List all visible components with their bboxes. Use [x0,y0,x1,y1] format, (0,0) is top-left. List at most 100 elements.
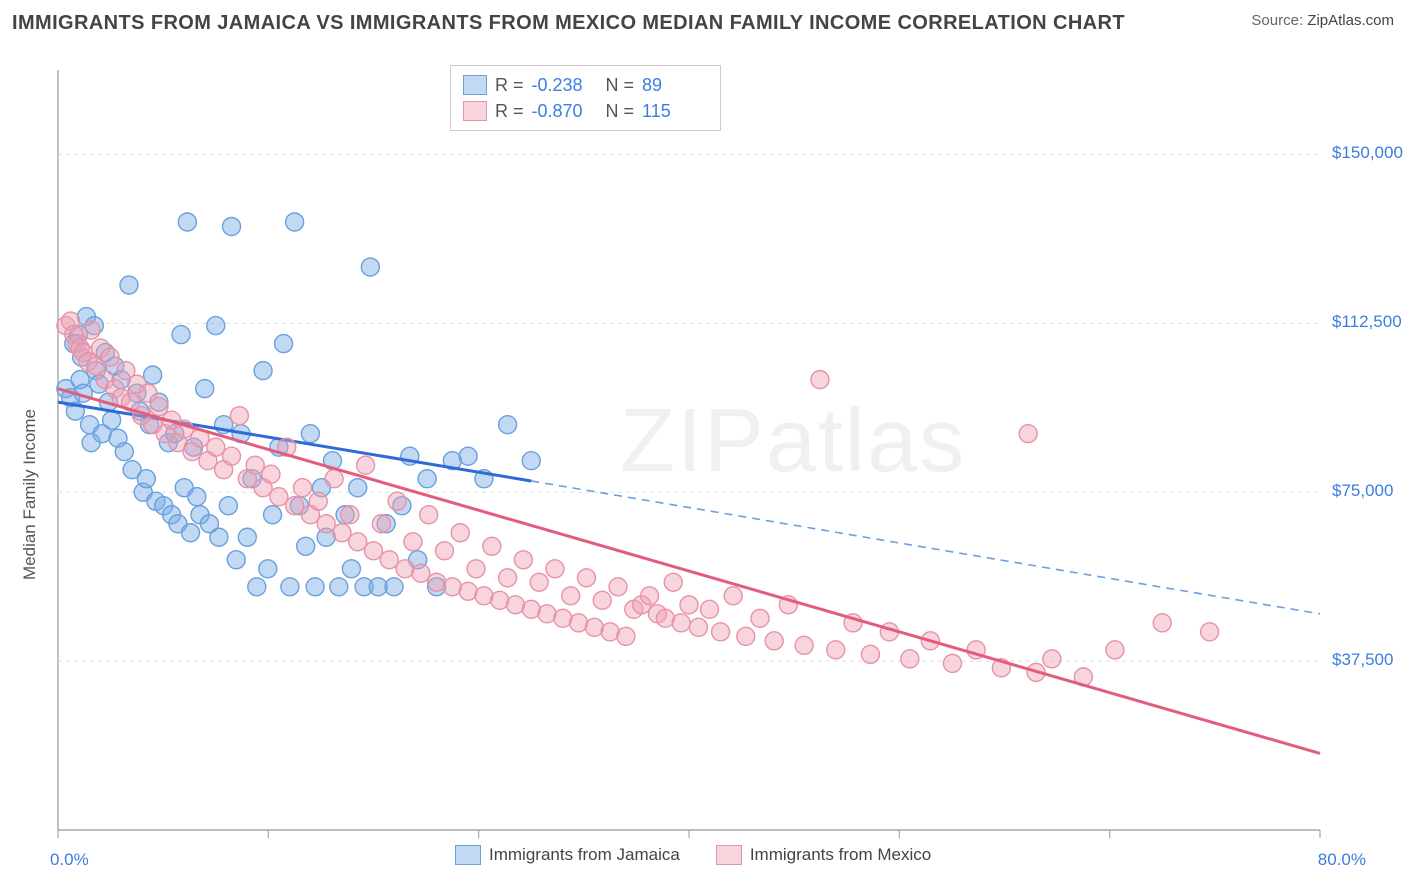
mexico-point [795,636,813,654]
mexico-swatch-icon [716,845,742,865]
mexico-point [435,542,453,560]
jamaica-point [172,326,190,344]
mexico-point [724,587,742,605]
jamaica-point [210,528,228,546]
x-axis-min-label: 0.0% [50,850,89,870]
mexico-point [712,623,730,641]
jamaica-point [330,578,348,596]
x-axis-max-label: 80.0% [1318,850,1366,870]
mexico-point [514,551,532,569]
jamaica-point [522,452,540,470]
mexico-point [246,456,264,474]
mexico-point [82,321,100,339]
mexico-point [664,573,682,591]
mexico-point [341,506,359,524]
jamaica-swatch-icon [455,845,481,865]
jamaica-point [103,411,121,429]
mexico-point [641,587,659,605]
n-value: 89 [642,72,708,98]
jamaica-point [120,276,138,294]
mexico-point [412,564,430,582]
y-tick-label: $75,000 [1332,481,1393,501]
mexico-swatch-icon [463,101,487,121]
mexico-point [317,515,335,533]
source-label: Source: [1251,12,1307,29]
jamaica-point [115,443,133,461]
bottom-legend: Immigrants from JamaicaImmigrants from M… [455,845,931,865]
jamaica-point [188,488,206,506]
jamaica-point [182,524,200,542]
jamaica-point [259,560,277,578]
jamaica-point [349,479,367,497]
stat-row-mexico: R =-0.870N =115 [463,98,708,124]
source: Source: ZipAtlas.com [1251,12,1394,29]
mexico-point [270,488,288,506]
scatter-chart-svg [0,50,1406,892]
mexico-point [309,492,327,510]
mexico-point [737,627,755,645]
jamaica-point [207,317,225,335]
n-value: 115 [642,98,708,124]
mexico-point [593,591,611,609]
mexico-point [861,645,879,663]
r-label: R = [495,72,524,98]
mexico-point [380,551,398,569]
n-label: N = [606,72,635,98]
mexico-point [577,569,595,587]
jamaica-point [342,560,360,578]
mexico-point [1201,623,1219,641]
mexico-regression-line [58,389,1320,754]
r-label: R = [495,98,524,124]
jamaica-point [178,213,196,231]
mexico-point [357,456,375,474]
stats-legend-box: R =-0.238N =89R =-0.870N =115 [450,65,721,131]
mexico-point [765,632,783,650]
jamaica-point [281,578,299,596]
mexico-point [325,470,343,488]
jamaica-point [196,380,214,398]
jamaica-point [499,416,517,434]
jamaica-point [137,470,155,488]
mexico-point [467,560,485,578]
chart-title: IMMIGRANTS FROM JAMAICA VS IMMIGRANTS FR… [12,12,1125,35]
mexico-point [333,524,351,542]
mexico-point [701,600,719,618]
y-tick-label: $37,500 [1332,650,1393,670]
mexico-point [672,614,690,632]
mexico-point [811,371,829,389]
mexico-point [101,348,119,366]
mexico-point [223,447,241,465]
mexico-point [617,627,635,645]
source-value: ZipAtlas.com [1307,12,1394,29]
mexico-point [451,524,469,542]
mexico-point [546,560,564,578]
mexico-point [207,438,225,456]
mexico-point [420,506,438,524]
legend-label: Immigrants from Mexico [750,845,931,865]
mexico-point [483,537,501,555]
mexico-point [943,654,961,672]
mexico-point [262,465,280,483]
jamaica-point [286,213,304,231]
mexico-point [689,618,707,636]
jamaica-point [459,447,477,465]
mexico-point [349,533,367,551]
jamaica-point [275,335,293,353]
y-tick-label: $150,000 [1332,143,1403,163]
mexico-point [562,587,580,605]
r-value: -0.870 [532,98,598,124]
jamaica-point [301,425,319,443]
mexico-point [1106,641,1124,659]
mexico-point [388,492,406,510]
y-tick-label: $112,500 [1332,312,1402,332]
mexico-point [609,578,627,596]
chart-area: ZIPatlas R =-0.238N =89R =-0.870N =115 M… [0,50,1406,892]
mexico-point [372,515,390,533]
mexico-point [404,533,422,551]
jamaica-point [248,578,266,596]
y-axis-title: Median Family Income [20,409,40,580]
jamaica-point [238,528,256,546]
r-value: -0.238 [532,72,598,98]
mexico-point [751,609,769,627]
jamaica-point [385,578,403,596]
